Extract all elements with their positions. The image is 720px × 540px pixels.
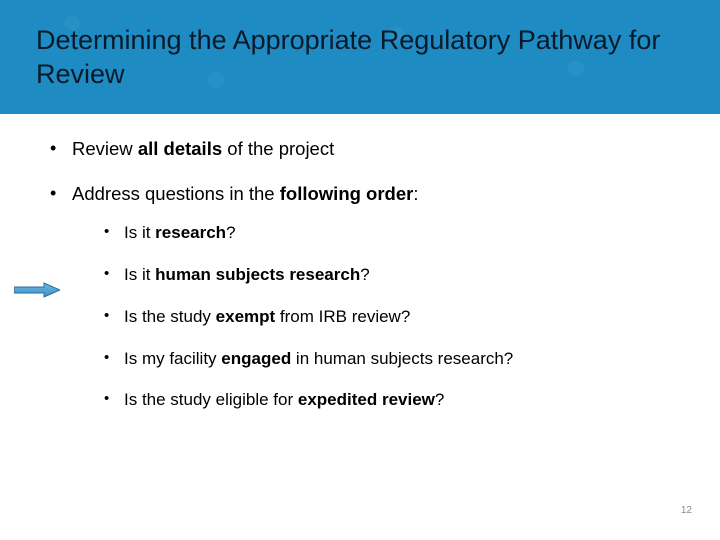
- text: of the project: [222, 138, 334, 159]
- text-bold: engaged: [221, 349, 291, 368]
- text: Is the study: [124, 307, 216, 326]
- bullet-address-questions: Address questions in the following order…: [50, 181, 684, 412]
- text: Is it: [124, 265, 155, 284]
- text-bold: exempt: [216, 307, 276, 326]
- text: ?: [435, 390, 444, 409]
- text: from IRB review?: [275, 307, 410, 326]
- text: Is it: [124, 223, 155, 242]
- bullet-review-details: Review all details of the project: [50, 136, 684, 162]
- slide-title: Determining the Appropriate Regulatory P…: [36, 24, 684, 92]
- content-area: Review all details of the project Addres…: [0, 114, 720, 413]
- text: in human subjects research?: [291, 349, 513, 368]
- main-bullet-list: Review all details of the project Addres…: [36, 136, 684, 413]
- text: Is my facility: [124, 349, 221, 368]
- sub-bullet-engaged: Is my facility engaged in human subjects…: [104, 347, 684, 371]
- sub-bullet-exempt: Is the study exempt from IRB review?: [104, 305, 684, 329]
- text: Is the study eligible for: [124, 390, 298, 409]
- arrow-icon: [14, 282, 60, 298]
- title-bar: Determining the Appropriate Regulatory P…: [0, 0, 720, 114]
- sub-bullet-human-subjects: Is it human subjects research?: [104, 263, 684, 287]
- text-bold: following order: [280, 183, 414, 204]
- text-bold: expedited review: [298, 390, 435, 409]
- text-bold: research: [155, 223, 226, 242]
- sub-bullet-expedited: Is the study eligible for expedited revi…: [104, 388, 684, 412]
- text: ?: [360, 265, 369, 284]
- page-number: 12: [681, 505, 692, 516]
- text: Address questions in the: [72, 183, 280, 204]
- sub-bullet-list: Is it research? Is it human subjects res…: [72, 221, 684, 412]
- text-bold: human subjects research: [155, 265, 360, 284]
- text: Review: [72, 138, 138, 159]
- sub-bullet-research: Is it research?: [104, 221, 684, 245]
- text-bold: all details: [138, 138, 222, 159]
- text: ?: [226, 223, 235, 242]
- text: :: [413, 183, 418, 204]
